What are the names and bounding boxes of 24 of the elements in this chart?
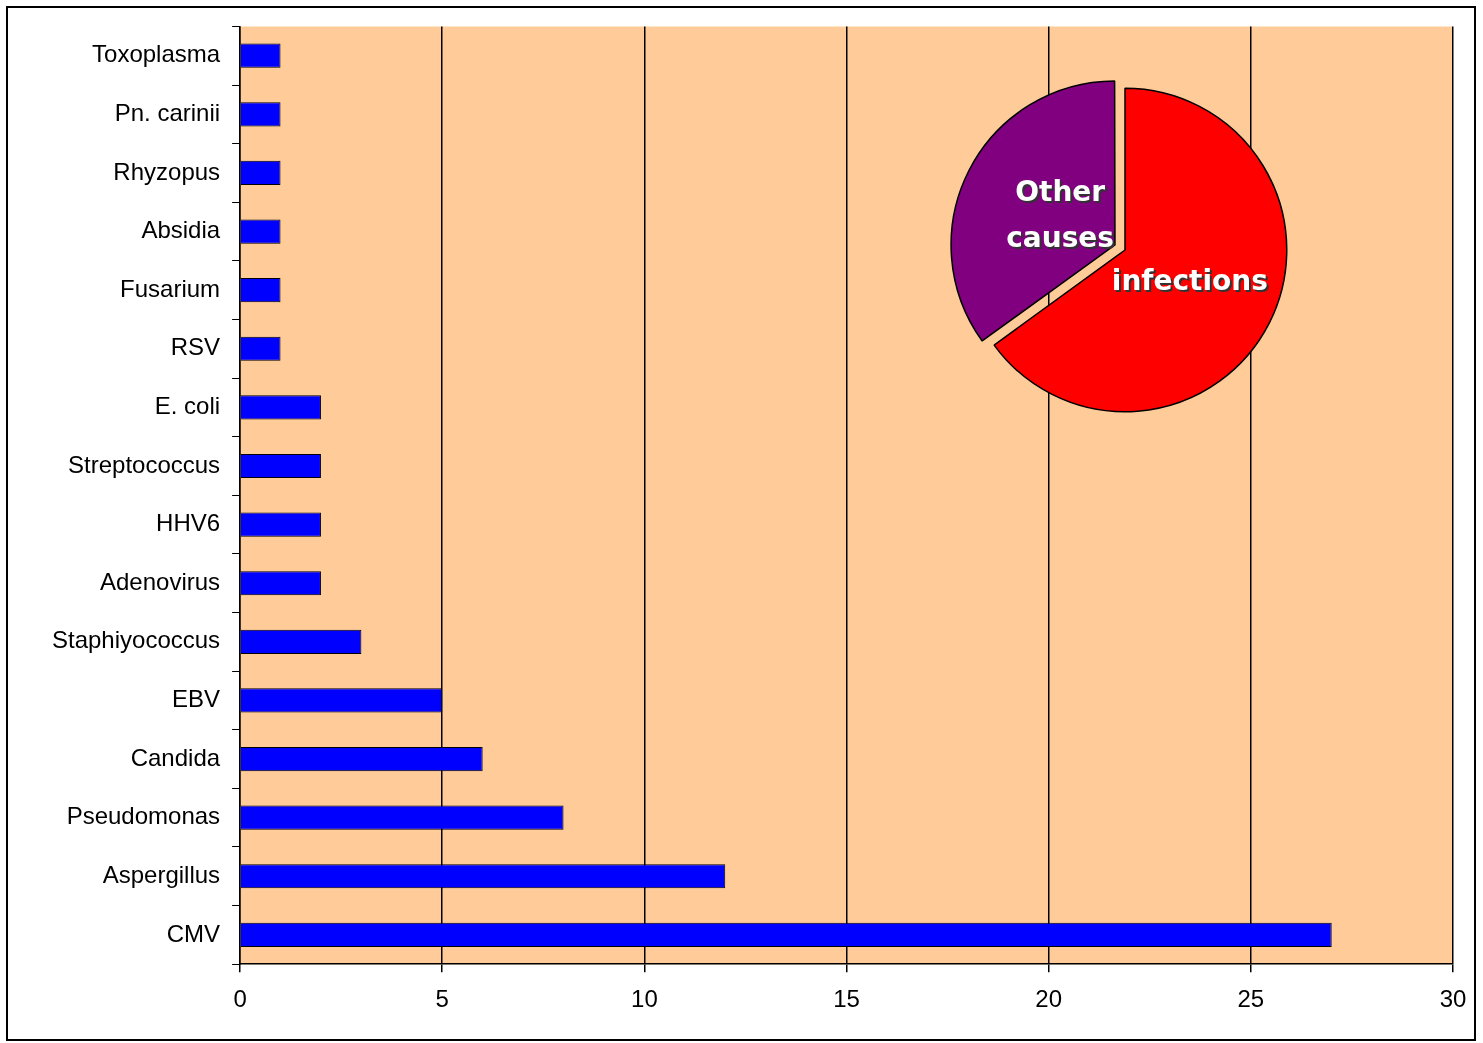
y-tick-label: Toxoplasma	[92, 40, 221, 68]
y-tick-label: Pn. carinii	[114, 98, 221, 126]
y-tick-label: Absidia	[141, 216, 221, 244]
x-tick-label: 10	[631, 985, 658, 1013]
y-tick-label: EBV	[172, 685, 221, 713]
y-tick-label: RSV	[170, 333, 221, 361]
y-tick-label: HHV6	[156, 509, 221, 537]
x-tick-label: 0	[233, 985, 247, 1013]
x-tick-label: 25	[1237, 985, 1265, 1013]
y-tick-label: Streptococcus	[68, 450, 221, 478]
x-tick-label: 5	[435, 985, 449, 1013]
y-tick-label: Rhyzopus	[113, 157, 221, 185]
y-tick-label: CMV	[166, 919, 221, 947]
y-tick-label: Adenovirus	[100, 567, 221, 595]
y-tick-label: Aspergillus	[102, 860, 221, 888]
y-tick-label: Staphiyococcus	[52, 626, 221, 654]
y-tick-label: Fusarium	[120, 274, 221, 302]
x-tick-label: 20	[1035, 985, 1063, 1013]
y-tick-label: Pseudomonas	[66, 802, 221, 830]
y-tick-label: Candida	[130, 743, 221, 771]
x-tick-label: 15	[833, 985, 860, 1013]
y-tick-label: E. coli	[154, 392, 221, 420]
slice-label: infections	[1111, 264, 1268, 298]
x-tick-label: 30	[1439, 985, 1467, 1013]
